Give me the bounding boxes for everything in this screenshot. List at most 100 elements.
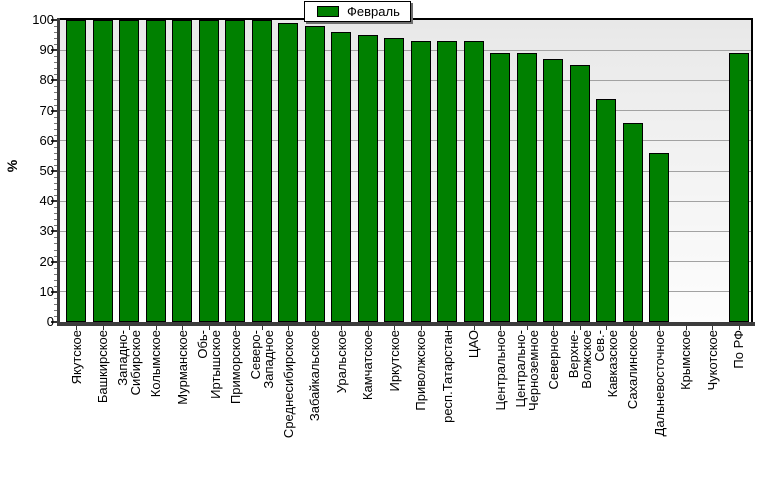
bar-респ.Татарстан xyxy=(437,41,457,322)
x-tick-label: Мурманское xyxy=(174,330,190,405)
x-tick-label: Центральное xyxy=(492,330,508,411)
x-tick-label: По РФ xyxy=(731,330,746,369)
x-tick xyxy=(288,326,289,330)
gridline xyxy=(60,49,751,51)
y-major-tick xyxy=(51,139,57,142)
y-minor-tick xyxy=(54,255,57,257)
x-tick-label: Западно- Сибирское xyxy=(115,330,143,396)
y-minor-tick xyxy=(54,62,57,64)
x-tick-label: Забайкальское xyxy=(307,330,322,422)
y-minor-tick xyxy=(54,249,57,251)
x-tick xyxy=(712,326,713,330)
x-tick xyxy=(102,326,104,330)
x-tick-label: Колымское xyxy=(148,330,163,398)
y-minor-tick xyxy=(54,98,57,100)
x-tick-label: респ.Татарстан xyxy=(439,330,455,423)
legend: Февраль xyxy=(304,1,411,22)
bar-Уральское xyxy=(331,32,351,322)
x-tick xyxy=(208,326,210,330)
y-major-tick xyxy=(51,79,57,82)
gridline xyxy=(60,200,751,202)
x-tick-label: ЦАО xyxy=(466,330,481,359)
y-minor-tick xyxy=(54,183,57,185)
plot-border-right xyxy=(751,18,753,324)
y-tick-label: 30 xyxy=(39,223,54,239)
y-axis-title: % xyxy=(4,159,20,173)
y-major-tick xyxy=(51,230,57,233)
x-tick xyxy=(129,326,130,330)
bar-Сахалинское xyxy=(622,122,643,322)
y-minor-tick xyxy=(54,158,57,160)
y-minor-tick xyxy=(54,146,57,148)
y-tick-label: 70 xyxy=(39,102,54,118)
x-tick xyxy=(500,326,501,330)
y-minor-tick xyxy=(54,92,57,94)
x-tick xyxy=(182,326,183,330)
x-tick xyxy=(261,326,263,330)
x-tick xyxy=(314,326,316,330)
bar-Северо-Западное xyxy=(251,20,272,322)
bar-Обь-Иртышское xyxy=(198,20,219,322)
y-minor-tick xyxy=(54,309,57,311)
x-tick-label: Обь- Иртышское xyxy=(194,330,223,399)
x-tick xyxy=(235,326,236,330)
y-minor-tick xyxy=(54,189,57,191)
y-minor-tick xyxy=(54,32,57,34)
x-tick-label: Северное xyxy=(545,330,561,390)
y-tick-label: 90 xyxy=(39,42,54,58)
y-tick-label: 100 xyxy=(32,12,54,27)
y-minor-tick xyxy=(54,213,57,215)
x-tick xyxy=(473,326,475,330)
y-minor-tick xyxy=(54,207,57,209)
legend-swatch-icon xyxy=(317,6,339,17)
y-minor-tick xyxy=(54,26,57,28)
y-minor-tick xyxy=(54,152,57,154)
bar-Камчатское xyxy=(357,35,378,322)
x-tick-label: Центрально- Черноземное xyxy=(512,330,541,412)
y-minor-tick xyxy=(54,243,57,245)
x-tick-label: Крымское xyxy=(678,330,693,390)
x-tick-label: Башкирское xyxy=(95,330,110,404)
x-tick-label: Сев.- Кавказское xyxy=(592,330,620,398)
y-tick-label: 50 xyxy=(39,163,54,178)
y-minor-tick xyxy=(54,225,57,227)
y-tick-label: 20 xyxy=(39,253,54,269)
y-minor-tick xyxy=(54,315,57,317)
y-major-tick xyxy=(51,200,57,203)
y-major-tick xyxy=(51,321,57,323)
bar-Северное xyxy=(543,59,563,322)
y-minor-tick xyxy=(54,164,57,166)
y-minor-tick xyxy=(54,237,57,239)
bar-По РФ xyxy=(728,53,749,322)
x-tick-label: Верхне- Волжское xyxy=(565,330,594,389)
x-tick xyxy=(155,326,157,330)
x-tick xyxy=(685,326,687,330)
y-minor-tick xyxy=(54,56,57,58)
y-major-tick xyxy=(51,109,57,112)
x-axis-line xyxy=(57,322,755,326)
gridline xyxy=(60,79,751,81)
x-tick-label: Среднесибирское xyxy=(280,330,296,439)
y-minor-tick xyxy=(54,303,57,305)
x-tick xyxy=(394,326,395,330)
bar-Сев.-Кавказское xyxy=(596,98,616,322)
bar-Западно-Сибирское xyxy=(119,20,139,322)
bar-Центральное xyxy=(490,53,510,322)
x-tick xyxy=(606,326,607,330)
x-tick xyxy=(367,326,369,330)
y-minor-tick xyxy=(54,177,57,179)
x-tick-label: Приморское xyxy=(227,330,243,405)
gridline xyxy=(60,170,751,172)
bar-Дальневосточное xyxy=(649,152,669,322)
y-tick-label: 0 xyxy=(46,314,54,329)
y-tick-label: 10 xyxy=(39,283,54,299)
gridline xyxy=(60,230,751,232)
gridline xyxy=(60,261,751,263)
y-minor-tick xyxy=(54,195,57,197)
bar-Якутское xyxy=(66,20,86,322)
y-tick-label: 40 xyxy=(39,193,54,209)
bar-Башкирское xyxy=(92,20,113,322)
x-tick xyxy=(447,326,448,330)
y-major-tick xyxy=(51,290,57,293)
x-tick-label: Чукотское xyxy=(704,330,720,391)
